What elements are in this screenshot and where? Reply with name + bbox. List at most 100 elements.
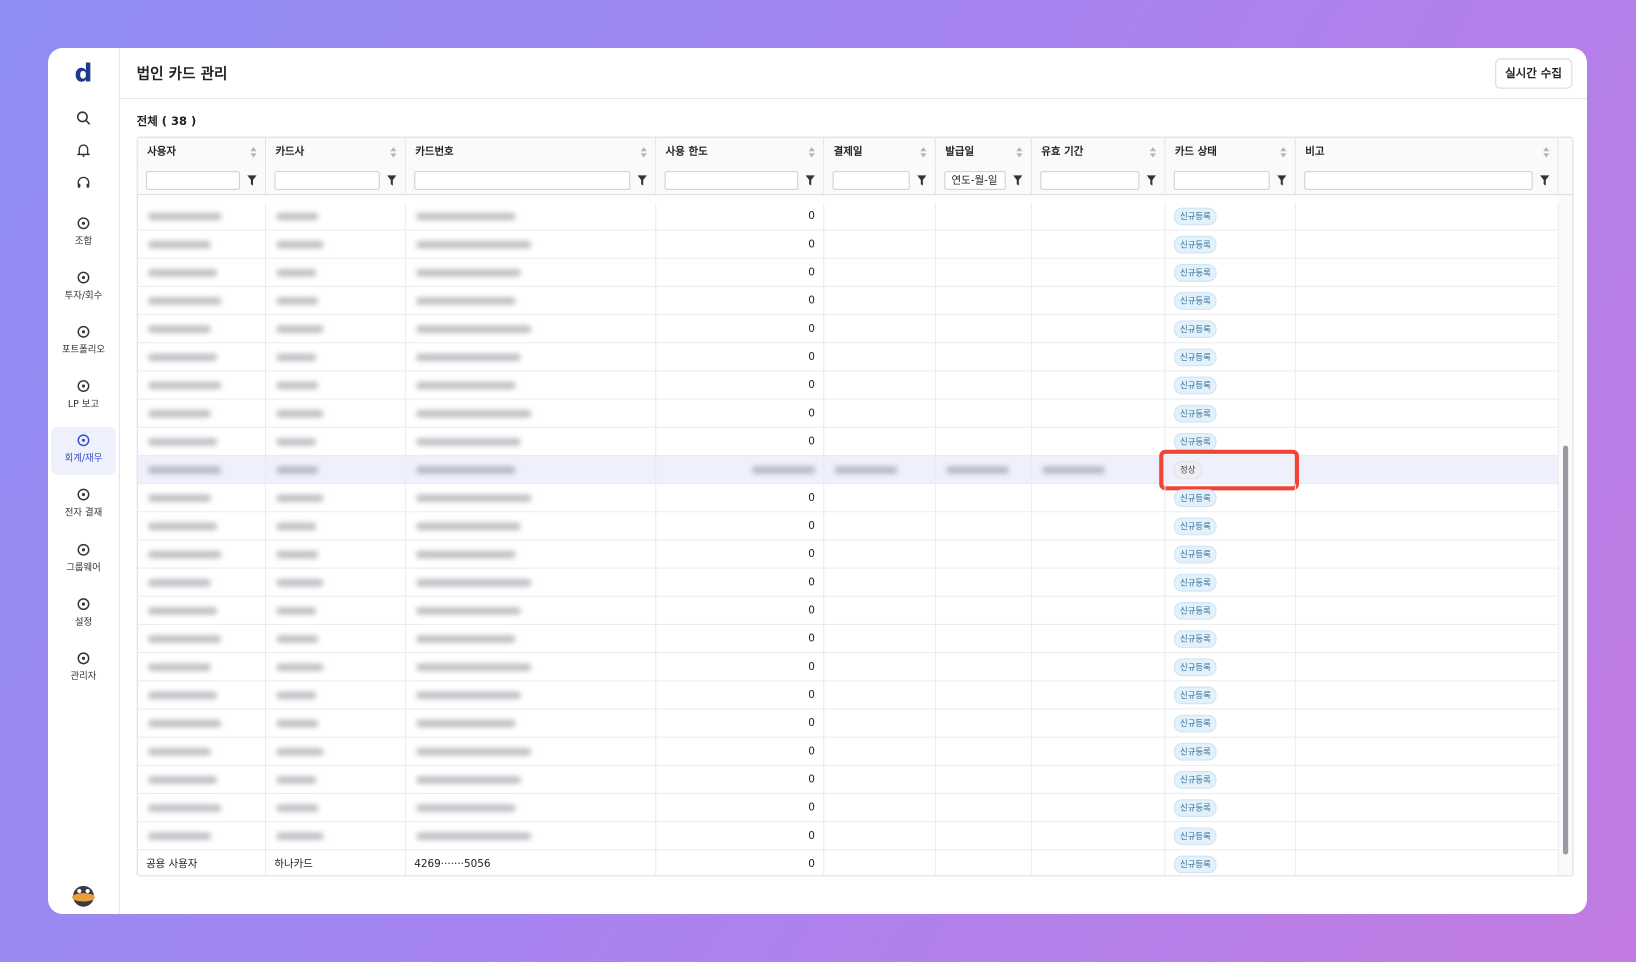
- table-row[interactable]: 0 신규등록: [137, 737, 1559, 766]
- table-row[interactable]: 0 신규등록: [137, 794, 1559, 823]
- nav-item[interactable]: 회계/재무: [51, 426, 116, 475]
- table-row[interactable]: 0 신규등록: [137, 258, 1559, 287]
- table-cell: [406, 653, 657, 682]
- table-row[interactable]: 0 신규등록: [137, 512, 1559, 541]
- table-cell: [824, 286, 936, 316]
- table-cell: [936, 484, 1032, 513]
- table-row[interactable]: 0 신규등록: [137, 596, 1559, 625]
- logo[interactable]: d: [74, 58, 93, 88]
- blurred-text: [276, 804, 319, 812]
- table-row[interactable]: 0 신규등록: [137, 343, 1559, 372]
- table-cell: [1296, 822, 1559, 851]
- column-header[interactable]: 사용 한도: [656, 137, 825, 167]
- table-cell: [1296, 399, 1559, 428]
- sort-icon[interactable]: [808, 147, 815, 158]
- table-cell: [824, 512, 936, 541]
- table-row[interactable]: 0 신규등록: [137, 286, 1559, 316]
- scroll-thumb[interactable]: [1562, 445, 1569, 855]
- status-badge: 신규등록: [1173, 207, 1218, 225]
- table-row[interactable]: 0 신규등록: [137, 540, 1559, 569]
- sort-icon[interactable]: [1280, 147, 1287, 158]
- sort-icon[interactable]: [640, 147, 647, 158]
- filter-icon[interactable]: [1540, 175, 1550, 186]
- column-header[interactable]: 유효 기간: [1031, 137, 1166, 167]
- nav-item[interactable]: 투자/회수: [51, 264, 116, 312]
- page-header: 법인 카드 관리 실시간 수집: [119, 48, 1587, 100]
- nav-item[interactable]: 그룹웨어: [51, 536, 116, 584]
- blurred-text: [148, 212, 222, 221]
- table-cell: [406, 399, 657, 428]
- column-header[interactable]: 카드 상태: [1165, 137, 1296, 167]
- table-row[interactable]: 0 신규등록: [137, 568, 1559, 597]
- filter-icon[interactable]: [805, 175, 815, 186]
- sort-icon[interactable]: [390, 147, 397, 158]
- filter-input[interactable]: [664, 171, 799, 190]
- nav-icon: [77, 434, 90, 447]
- table-row[interactable]: 0 신규등록: [137, 427, 1559, 456]
- filter-icon[interactable]: [637, 175, 647, 186]
- sort-icon[interactable]: [920, 147, 927, 158]
- table-row[interactable]: 0 신규등록: [137, 315, 1559, 344]
- filter-icon[interactable]: [387, 175, 397, 186]
- table-cell: [1032, 484, 1166, 513]
- sort-icon[interactable]: [1016, 147, 1023, 158]
- table-cell: 0: [656, 568, 825, 597]
- collect-button[interactable]: 실시간 수집: [1494, 58, 1573, 89]
- filter-icon[interactable]: [1013, 175, 1023, 186]
- nav-icon: [77, 598, 90, 611]
- filter-input[interactable]: [414, 171, 631, 190]
- table-cell: [406, 258, 657, 287]
- table-row[interactable]: 0 신규등록: [137, 399, 1559, 428]
- column-header[interactable]: 발급일: [935, 137, 1032, 167]
- blurred-text: [148, 494, 211, 502]
- column-header[interactable]: 비고: [1295, 137, 1559, 167]
- nav-item[interactable]: 설정: [51, 591, 116, 639]
- avatar[interactable]: [70, 881, 97, 908]
- filter-input[interactable]: [1040, 171, 1140, 190]
- filter-icon[interactable]: [1146, 175, 1157, 186]
- table-row[interactable]: 정상: [137, 455, 1559, 485]
- table-row[interactable]: 0 신규등록: [137, 484, 1559, 513]
- status-badge: 신규등록: [1173, 573, 1218, 592]
- nav-item[interactable]: 관리자: [51, 645, 116, 693]
- nav-item[interactable]: LP 보고: [51, 372, 116, 420]
- nav-item[interactable]: 전자 결재: [51, 481, 116, 529]
- table-cell: [138, 286, 267, 316]
- filter-icon[interactable]: [1277, 175, 1287, 186]
- table-row[interactable]: 0 신규등록: [137, 709, 1559, 738]
- scrollbar[interactable]: [1558, 195, 1573, 876]
- table-row[interactable]: 0 신규등록: [137, 765, 1559, 795]
- sort-icon[interactable]: [1543, 147, 1550, 158]
- table-cell: [406, 315, 657, 344]
- nav-item[interactable]: 조합: [51, 210, 116, 258]
- headset-icon[interactable]: [76, 175, 91, 190]
- filter-input[interactable]: [146, 171, 240, 190]
- table-row[interactable]: 0 신규등록: [137, 653, 1559, 682]
- column-header[interactable]: 결제일: [824, 137, 936, 167]
- filter-input[interactable]: [1304, 171, 1533, 190]
- nav-icon: [77, 652, 90, 665]
- column-header[interactable]: 카드사: [266, 137, 406, 167]
- table-row[interactable]: 0 신규등록: [137, 230, 1559, 259]
- table-row[interactable]: 0 신규등록: [137, 624, 1559, 654]
- table-row[interactable]: 0 신규등록: [137, 822, 1559, 851]
- filter-input[interactable]: 연도-월-일: [944, 171, 1006, 190]
- sort-icon[interactable]: [1149, 147, 1157, 158]
- table-row[interactable]: 0 신규등록: [137, 681, 1559, 710]
- filter-input[interactable]: [1173, 171, 1270, 190]
- sort-icon[interactable]: [250, 147, 257, 158]
- column-header[interactable]: 사용자: [137, 137, 267, 167]
- filter-input[interactable]: [274, 171, 380, 190]
- filter-icon[interactable]: [917, 175, 927, 186]
- table-row[interactable]: 0 신규등록: [137, 202, 1559, 231]
- filter-input[interactable]: [832, 171, 910, 190]
- search-icon[interactable]: [76, 111, 91, 126]
- table-cell: 0: [656, 765, 825, 795]
- table-row[interactable]: 0 신규등록: [137, 371, 1559, 400]
- filter-icon[interactable]: [247, 175, 257, 186]
- column-header[interactable]: 카드번호: [405, 137, 657, 167]
- blurred-text: [148, 719, 222, 728]
- table-row[interactable]: 공용 사용자 하나카드 4269·······5056 0 신규등록: [138, 850, 1559, 876]
- nav-item[interactable]: 포트폴리오: [51, 318, 116, 366]
- bell-icon[interactable]: [76, 143, 91, 158]
